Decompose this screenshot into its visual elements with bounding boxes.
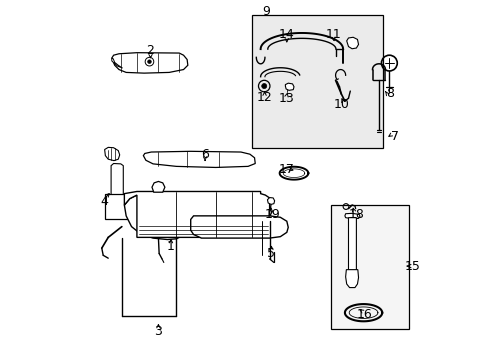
Text: 19: 19 (264, 208, 280, 221)
Polygon shape (346, 37, 358, 49)
Text: 14: 14 (278, 28, 294, 41)
Text: 10: 10 (333, 98, 348, 111)
Text: 1: 1 (167, 240, 175, 253)
Text: 7: 7 (390, 130, 398, 144)
Text: 17: 17 (278, 163, 294, 176)
Polygon shape (112, 53, 187, 73)
Text: 6: 6 (201, 148, 208, 161)
Polygon shape (152, 181, 164, 192)
Text: 11: 11 (325, 28, 341, 41)
Text: 18: 18 (348, 208, 364, 221)
Polygon shape (105, 194, 129, 220)
Text: 16: 16 (356, 308, 372, 321)
Text: 9: 9 (262, 5, 269, 18)
Bar (330, 205, 408, 329)
Text: 12: 12 (256, 91, 272, 104)
Polygon shape (112, 58, 122, 68)
Text: 3: 3 (154, 325, 162, 338)
Circle shape (261, 84, 266, 89)
Polygon shape (104, 147, 120, 161)
Circle shape (147, 60, 151, 63)
Text: 2: 2 (146, 44, 154, 57)
Bar (251, 15, 382, 148)
Polygon shape (124, 192, 269, 237)
Polygon shape (345, 270, 358, 288)
Text: 13: 13 (278, 92, 294, 105)
Text: 5: 5 (267, 247, 275, 260)
Text: 4: 4 (101, 195, 108, 208)
Polygon shape (190, 216, 287, 238)
Polygon shape (111, 163, 123, 200)
Text: 15: 15 (404, 260, 420, 273)
Polygon shape (267, 198, 274, 204)
Polygon shape (285, 83, 293, 90)
Polygon shape (124, 193, 191, 239)
Polygon shape (344, 213, 359, 219)
Polygon shape (143, 151, 255, 167)
Polygon shape (348, 218, 356, 270)
Text: 8: 8 (385, 87, 393, 100)
